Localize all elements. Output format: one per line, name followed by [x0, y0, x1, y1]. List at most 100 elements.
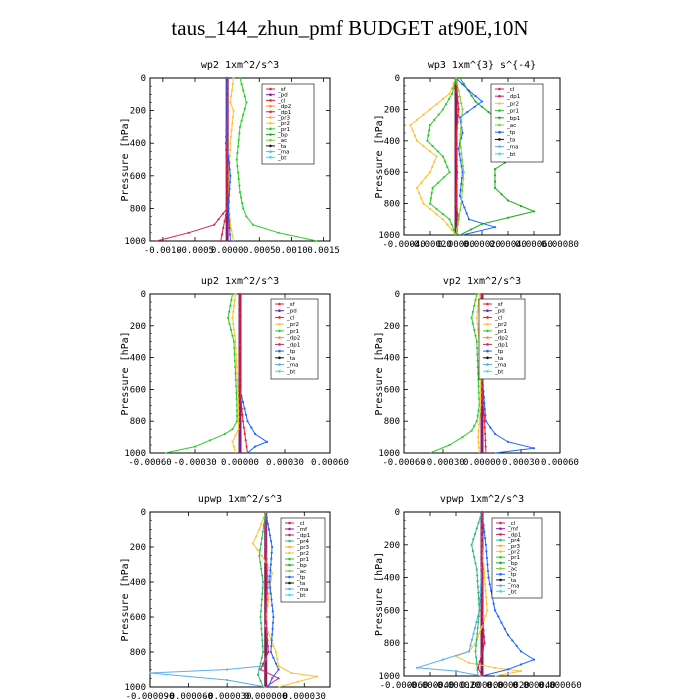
data-point-pr1 — [478, 397, 481, 400]
data-point-pr2 — [260, 554, 263, 557]
legend-label: _dp2 — [277, 104, 291, 110]
data-point-tp — [228, 220, 231, 223]
data-point-pr2 — [478, 416, 481, 420]
legend-marker — [288, 587, 291, 591]
data-point-pr4 — [258, 668, 261, 671]
data-point-pr2 — [235, 359, 238, 362]
data-point-pr4 — [259, 615, 262, 619]
data-point-pr2 — [479, 391, 482, 394]
data-point-pr2 — [478, 292, 481, 296]
data-point-pr4 — [477, 615, 480, 618]
data-point-ma — [226, 678, 229, 682]
data-point-pr2 — [441, 218, 445, 221]
data-point-cl — [456, 95, 459, 98]
data-point-tp — [226, 135, 229, 138]
y-tick-label: 600 — [130, 385, 146, 395]
data-point-ac — [461, 189, 464, 193]
data-point-pr1 — [433, 118, 436, 121]
data-point-ma — [479, 584, 482, 587]
legend-marker — [498, 102, 501, 105]
data-point-pr2 — [477, 436, 480, 439]
data-point-dp1 — [264, 534, 267, 537]
data-point-tp — [480, 100, 484, 103]
data-point-ac — [461, 158, 464, 161]
data-point-ac — [460, 196, 463, 199]
legend-marker — [498, 138, 501, 141]
legend-label: _pr3 — [296, 545, 310, 551]
data-point-pr2 — [270, 578, 273, 581]
data-point-pd — [480, 445, 484, 448]
x-tick-label: 0.00060 — [311, 458, 349, 468]
data-point-dp1 — [264, 540, 267, 543]
legend-marker — [486, 329, 489, 333]
data-point-pr1 — [238, 76, 242, 80]
data-point-pr1 — [237, 145, 240, 148]
x-tick-label: -0.000020 — [432, 681, 481, 691]
legend-label: _ta — [296, 581, 305, 587]
legend-label: _cl — [506, 87, 515, 93]
data-point-tp — [492, 602, 495, 605]
data-point-pr4 — [261, 530, 264, 533]
data-point-pr2 — [229, 148, 232, 151]
data-point-tp — [271, 545, 274, 549]
data-point-pr1 — [475, 292, 478, 296]
data-point-ac — [460, 114, 464, 117]
legend-label: _pr2 — [494, 322, 507, 328]
data-point-cl — [455, 183, 458, 186]
y-tick-label: 600 — [384, 385, 400, 395]
data-point-tp — [253, 445, 257, 448]
data-point-tp — [226, 96, 229, 99]
legend-marker — [499, 538, 502, 542]
data-point-tp — [227, 207, 230, 210]
data-point-pr1 — [242, 113, 245, 116]
legend-marker — [269, 116, 272, 119]
data-point-pr2 — [234, 340, 237, 343]
y-tick-label: 800 — [384, 639, 400, 649]
data-point-pr2 — [234, 434, 237, 437]
data-point-pr2 — [476, 322, 479, 325]
data-point-tp — [270, 551, 273, 554]
data-point-pr2 — [428, 108, 432, 111]
legend-label: _tp — [494, 349, 504, 355]
data-point-pr2 — [229, 142, 232, 145]
data-point-dp1 — [480, 576, 484, 579]
data-point-tp — [500, 621, 503, 624]
data-point-pd — [238, 439, 242, 442]
legend-label: _pr2 — [296, 551, 309, 557]
data-point-bp1 — [458, 76, 461, 80]
data-point-tp — [458, 116, 461, 119]
data-point-tp — [487, 576, 490, 579]
data-point-pr4 — [477, 591, 480, 594]
legend-marker — [269, 156, 272, 159]
data-point-pr1 — [238, 125, 242, 128]
legend-label: _cl — [494, 315, 503, 321]
data-point-pr4 — [476, 668, 479, 672]
data-point-pr1 — [477, 372, 480, 375]
data-point-pr2 — [233, 298, 236, 302]
y-tick-label: 200 — [384, 322, 400, 332]
data-point-pr1 — [437, 181, 440, 184]
data-point-dp1 — [481, 648, 485, 651]
legend-marker — [499, 521, 502, 525]
data-point-cl — [484, 432, 487, 435]
data-point-tp — [269, 650, 272, 654]
x-tick-label: -0.000040 — [406, 681, 455, 691]
data-point-tp — [226, 103, 229, 106]
legend-label: _cl — [286, 315, 295, 321]
data-point-tp — [274, 662, 278, 665]
legend-label: _ma — [506, 145, 518, 151]
legend-marker — [499, 584, 502, 587]
data-point-tp — [228, 226, 231, 230]
data-point-cl — [238, 305, 242, 308]
data-point-dp1 — [478, 660, 481, 663]
x-tick-label: -0.000090 — [126, 692, 175, 700]
data-point-cl — [238, 318, 242, 321]
data-point-bp1 — [506, 199, 510, 202]
legend-label: _bt — [494, 369, 504, 375]
data-point-pr4 — [259, 561, 262, 564]
legend-label: _pr2 — [286, 322, 299, 328]
data-point-tp — [246, 420, 249, 423]
data-point-pr1 — [236, 164, 239, 168]
data-point-tp — [227, 200, 230, 203]
data-point-ma — [469, 644, 472, 647]
